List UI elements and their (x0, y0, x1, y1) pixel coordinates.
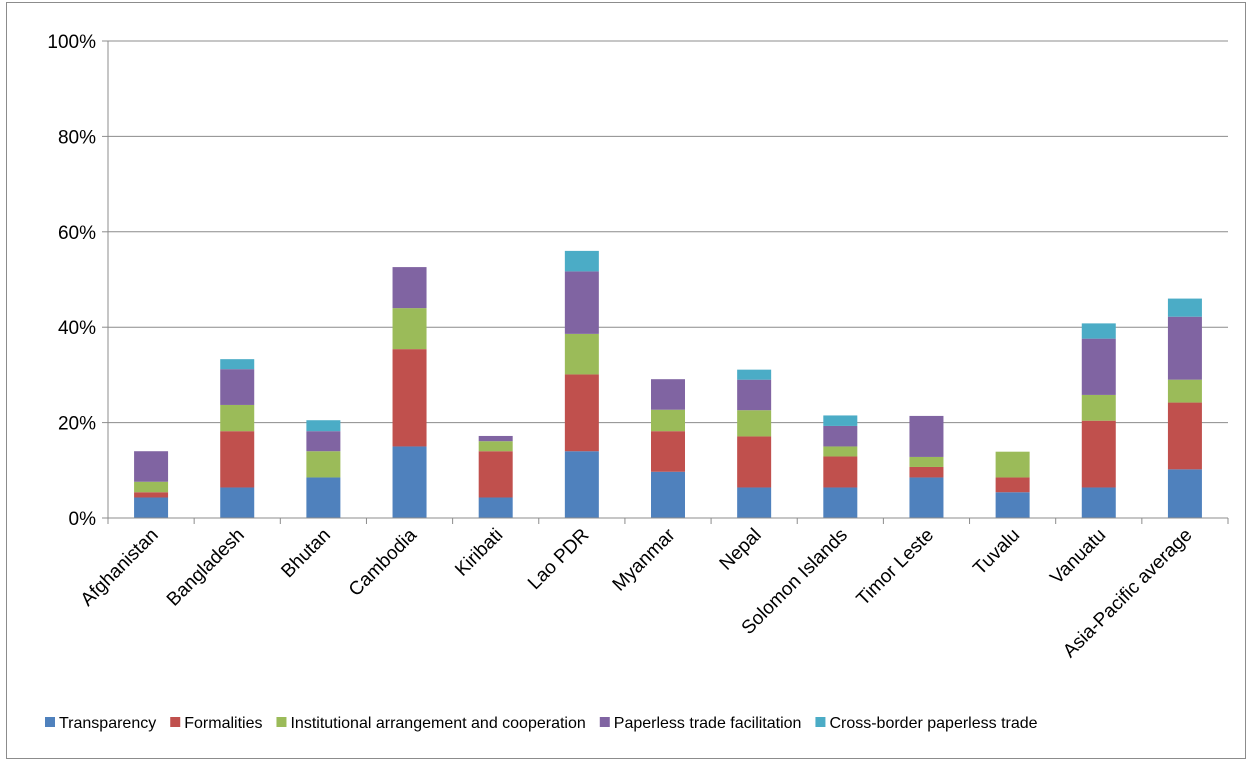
x-category-label: Tuvalu (969, 525, 1024, 580)
bar-segment (651, 409, 685, 432)
legend-swatch (170, 717, 181, 727)
legend-label: Cross-border paperless trade (829, 715, 1037, 732)
bar-segment (1167, 379, 1202, 403)
bar-segment (909, 477, 944, 518)
bar-segment (134, 451, 169, 482)
bar-segment (995, 451, 1030, 478)
y-tick-label: 100% (47, 32, 96, 53)
bar-segment (1081, 394, 1116, 421)
bar-segment (220, 359, 255, 370)
bar-segment (1167, 402, 1202, 470)
y-tick-label: 0% (69, 509, 97, 530)
bar-segment (564, 250, 599, 272)
bar-segment (995, 477, 1030, 493)
legend: Transparency Formalities Institutional arr… (45, 715, 1038, 732)
bar-segment (1081, 323, 1116, 339)
bar-segment (306, 451, 341, 478)
x-category-label: Kiribati (451, 525, 507, 581)
bar-segment (220, 487, 255, 518)
bar-segment (823, 446, 858, 457)
bar-segment (306, 420, 341, 432)
bar-segment (220, 404, 255, 432)
bar-segment (1167, 316, 1202, 380)
y-tick-label: 60% (58, 223, 96, 244)
legend-label: Transparency (59, 715, 156, 732)
bar-segment (823, 415, 858, 426)
y-axis-ticks: 0% 20% 40% 60% 80% 100% (47, 32, 108, 530)
bar-segment (1081, 338, 1116, 395)
bar-segment (220, 369, 255, 405)
bar-segment (564, 374, 599, 452)
bar-segment (306, 477, 341, 518)
legend-label: Paperless trade facilitation (614, 715, 802, 732)
legend-label: Formalities (184, 715, 262, 732)
bar-segment (909, 456, 944, 467)
bar-segment (478, 441, 513, 452)
legend-swatch (45, 717, 55, 727)
bar-segment (1081, 487, 1116, 518)
bar-segment (737, 369, 772, 380)
bar-segment (909, 415, 944, 457)
bar-segment (478, 497, 513, 518)
bar-segment (1167, 298, 1202, 317)
bar-segment (564, 333, 599, 375)
bar-segment (651, 431, 685, 472)
bar-segment (134, 481, 169, 493)
bar-segment (134, 492, 169, 498)
bar-segment (478, 451, 513, 498)
bar-segment (823, 487, 858, 518)
x-category-label: Afghanistan (77, 525, 163, 611)
bar-segment (995, 492, 1030, 518)
y-tick-label: 80% (58, 127, 96, 148)
x-category-label: Lao PDR (524, 525, 593, 594)
bar-segment (737, 410, 772, 437)
bar-segment (306, 431, 341, 452)
bar-segment (737, 379, 772, 411)
x-category-label: Cambodia (345, 524, 421, 600)
bar-segment (737, 436, 772, 488)
x-category-label: Bhutan (277, 525, 334, 582)
x-category-label: Myanmar (609, 524, 680, 595)
bar-segment (651, 471, 685, 518)
x-category-label: Bangladesh (163, 525, 249, 611)
bar-segment (478, 435, 513, 442)
bar-segment (220, 431, 255, 488)
bar-segment (1167, 469, 1202, 518)
bar-segment (392, 446, 427, 518)
bar-segment (134, 497, 169, 518)
bar-segment (651, 379, 685, 410)
chart-frame (6, 2, 1246, 759)
bar-segment (392, 349, 427, 447)
legend-swatch (599, 717, 610, 727)
x-category-label: Vanuatu (1046, 525, 1110, 589)
axes (107, 41, 1228, 519)
x-category-label: Nepal (716, 525, 766, 575)
legend-label: Institutional arrangement and cooperatio… (290, 715, 585, 732)
x-axis-labels: Afghanistan Bangladesh Bhutan Cambodia Kirib… (77, 518, 1229, 662)
bars (134, 250, 1202, 518)
y-tick-label: 20% (58, 414, 96, 435)
x-category-label: Timor Leste (853, 525, 938, 610)
gridlines (108, 40, 1228, 424)
legend-swatch (276, 717, 287, 727)
bar-segment (564, 271, 599, 334)
bar-segment (909, 466, 944, 478)
bar-segment (1081, 420, 1116, 488)
bar-segment (737, 487, 772, 518)
bar-segment (823, 456, 858, 488)
y-tick-label: 40% (58, 318, 96, 339)
legend-swatch (815, 717, 826, 727)
bar-segment (823, 425, 858, 447)
bar-segment (392, 267, 427, 309)
bar-segment (392, 308, 427, 350)
bar-segment (564, 451, 599, 518)
